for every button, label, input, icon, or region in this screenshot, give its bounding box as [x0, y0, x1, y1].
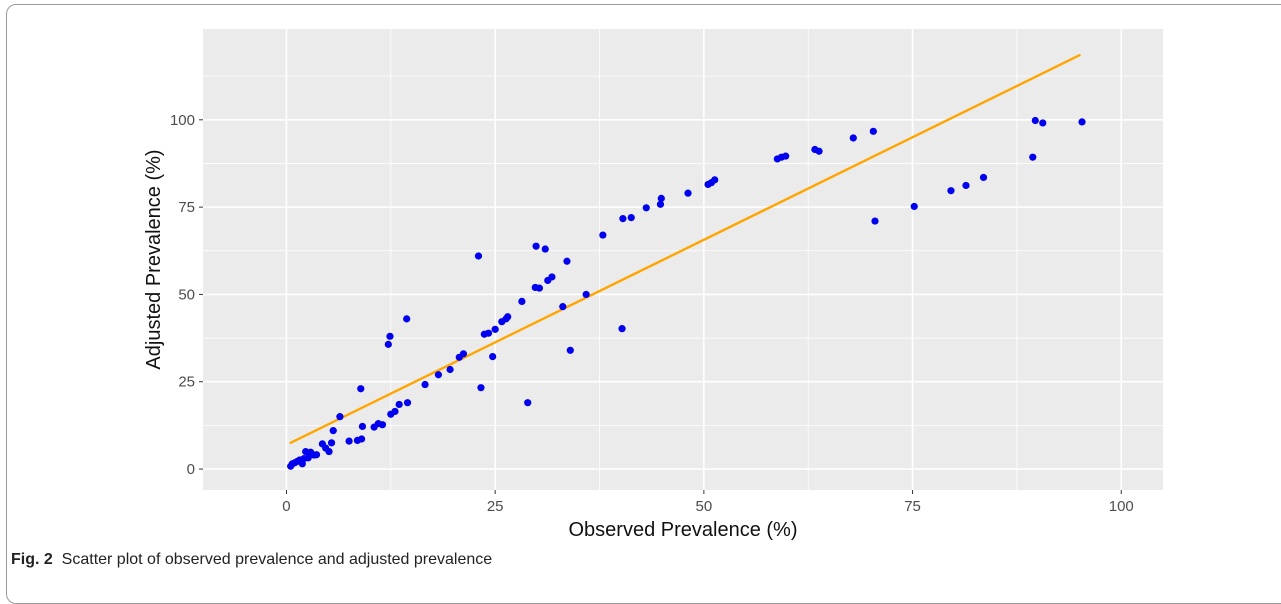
data-point: [1039, 119, 1047, 127]
data-point: [484, 329, 493, 337]
data-point: [627, 213, 635, 222]
data-point: [599, 231, 607, 239]
fit-line: [289, 53, 1081, 445]
data-point: [378, 421, 387, 429]
data-point: [869, 127, 877, 135]
x-tick-label: 100: [1109, 498, 1134, 515]
data-point: [566, 346, 574, 354]
data-point: [518, 297, 526, 306]
data-point: [336, 413, 344, 421]
data-point: [358, 435, 366, 443]
caption-text: Scatter plot of observed prevalence and …: [61, 551, 493, 568]
data-point: [657, 194, 665, 202]
data-point: [358, 422, 367, 431]
data-point: [329, 427, 337, 435]
data-point: [815, 147, 823, 155]
data-point: [1031, 116, 1039, 125]
data-point: [403, 399, 412, 407]
data-point: [459, 350, 468, 358]
data-point: [504, 313, 512, 321]
data-point: [711, 176, 719, 184]
data-point: [524, 399, 532, 407]
data-point: [910, 202, 918, 211]
fit-line-layer: [289, 53, 1081, 445]
data-point: [304, 454, 312, 462]
figure-number: Fig. 2: [11, 551, 53, 568]
data-point: [1029, 153, 1037, 161]
data-point: [446, 365, 454, 374]
axes-layer: 0 25 50 75 100 0 25 50 75 100: [170, 112, 1134, 515]
data-point: [962, 181, 970, 190]
points-layer: [287, 116, 1086, 470]
y-tick-label: 0: [187, 461, 195, 478]
y-tick-label: 75: [178, 199, 195, 216]
data-point: [979, 173, 988, 182]
data-point: [345, 437, 353, 445]
data-point: [384, 340, 392, 348]
data-point: [532, 242, 540, 250]
data-point: [947, 187, 955, 195]
data-point: [477, 384, 485, 392]
data-point: [386, 332, 394, 340]
data-point: [541, 245, 549, 253]
scatter-chart: 0 25 50 75 100 0 25 50 75 100 Observed Prevalence…: [143, 29, 1163, 541]
data-point: [327, 439, 336, 447]
data-point: [474, 252, 483, 260]
x-tick-label: 0: [282, 498, 290, 515]
data-point: [559, 303, 567, 311]
data-point: [395, 400, 403, 409]
x-axis-label: Observed Prevalence (%): [569, 519, 798, 541]
data-point: [642, 204, 650, 212]
y-tick-label: 50: [178, 286, 195, 303]
data-point: [535, 284, 544, 292]
data-point: [434, 371, 443, 379]
data-point: [1078, 118, 1086, 126]
figure-caption: Fig. 2 Scatter plot of observed prevalen…: [11, 551, 492, 569]
data-point: [403, 315, 411, 323]
data-point: [548, 273, 556, 281]
data-point: [357, 385, 365, 393]
data-point: [489, 352, 497, 361]
data-point: [871, 217, 879, 225]
data-point: [325, 447, 333, 456]
y-tick-label: 100: [170, 112, 195, 129]
data-point: [849, 134, 857, 142]
data-point: [618, 325, 626, 333]
y-axis-label: Adjusted Prevalence (%): [143, 149, 165, 369]
data-point: [656, 200, 665, 208]
x-tick-label: 50: [696, 498, 713, 515]
data-point: [421, 380, 429, 389]
y-tick-label: 25: [178, 374, 195, 391]
x-tick-label: 75: [904, 498, 921, 515]
plot-panel: [203, 29, 1163, 490]
data-point: [684, 189, 692, 197]
data-point: [491, 325, 499, 333]
data-point: [582, 290, 590, 299]
data-point: [391, 407, 399, 416]
data-point: [312, 451, 321, 459]
x-tick-label: 25: [487, 498, 504, 515]
data-point: [782, 152, 790, 160]
data-point: [619, 215, 627, 223]
data-point: [563, 257, 571, 265]
